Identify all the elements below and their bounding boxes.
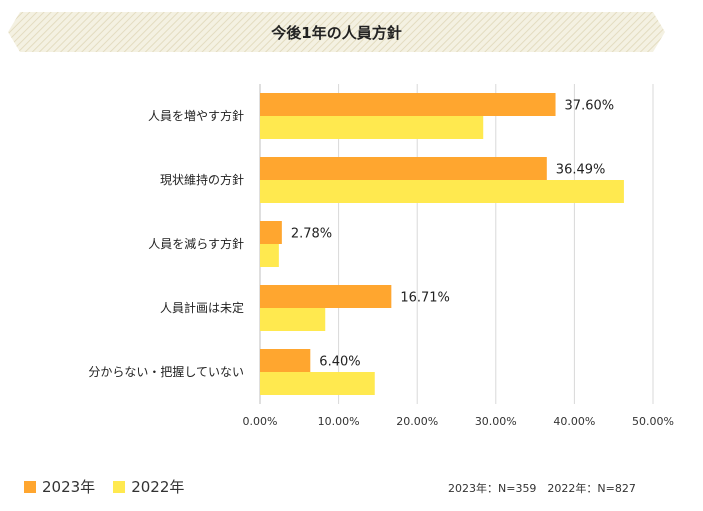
category-label: 分からない・把握していない [88,364,244,379]
bar-2023 [260,221,282,244]
bar-2022 [260,308,326,331]
x-tick-label: 40.00% [553,415,595,428]
x-tick-label: 20.00% [396,415,438,428]
legend: 2023年 2022年 [24,476,202,497]
bar-2022 [260,244,279,267]
title-banner [8,12,665,52]
bar-2023 [260,157,547,180]
bar-2022 [260,116,484,139]
data-label: 16.71% [400,291,450,306]
x-tick-label: 10.00% [318,415,360,428]
x-tick-label: 30.00% [475,415,517,428]
bar-2022 [260,180,624,203]
bar-2023 [260,285,392,308]
legend-swatch-2023 [24,480,36,493]
data-label: 37.60% [565,99,615,114]
category-label: 人員を減らす方針 [148,236,244,251]
data-label: 6.40% [319,355,360,370]
x-tick-label: 50.00% [632,415,674,428]
bar-2022 [260,372,375,395]
bar-2023 [260,349,311,372]
category-label: 現状維持の方針 [160,172,244,187]
sample-size-note: 2023年：N=359 2022年：N=827 [448,482,636,495]
legend-label-2022: 2022年 [131,478,185,496]
bar-2023 [260,93,556,116]
legend-item-2023: 2023年 [24,476,95,497]
legend-label-2023: 2023年 [42,478,96,496]
legend-item-2022: 2022年 [113,476,184,497]
legend-swatch-2022 [113,480,126,493]
data-label: 2.78% [291,227,332,242]
bar-chart: 0.00% 10.00% 20.00% 30.00% 40.00% 50.00% 人員を増や… [88,84,674,428]
x-tick-label: 0.00% [243,415,278,428]
data-label: 36.49% [556,163,606,178]
category-label: 人員を増やす方針 [148,108,244,123]
category-label: 人員計画は未定 [160,300,244,315]
chart-title: 今後1年の人員方針 [271,23,402,42]
